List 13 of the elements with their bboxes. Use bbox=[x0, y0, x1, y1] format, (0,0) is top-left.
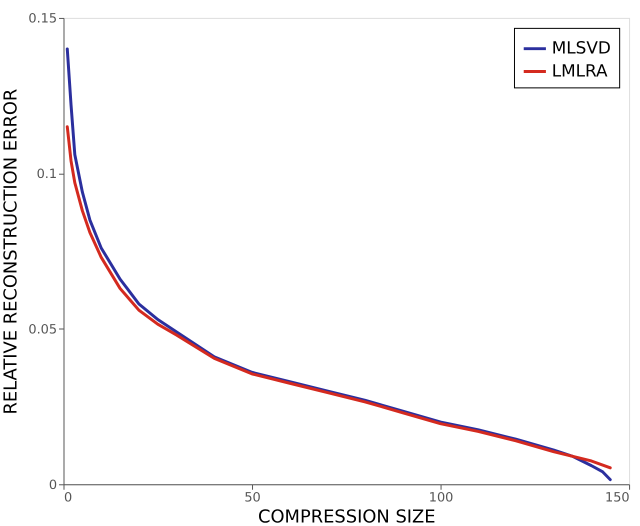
y-tick-label: 0.15 bbox=[28, 11, 58, 26]
x-tick-label: 100 bbox=[428, 490, 454, 506]
y-tick-label: 0.1 bbox=[36, 166, 58, 182]
x-tick-label: 50 bbox=[244, 490, 261, 506]
x-tick-label: 0 bbox=[64, 490, 72, 506]
line-series bbox=[66, 125, 612, 470]
legend-label: MLSVD bbox=[552, 38, 611, 58]
y-axis-title: RELATIVE RECONSTRUCTION ERROR bbox=[0, 88, 22, 415]
x-axis-title: COMPRESSION SIZE bbox=[258, 506, 436, 526]
y-tick-label: 0.05 bbox=[28, 322, 58, 338]
y-tick-label: 0 bbox=[48, 478, 58, 493]
legend-label: LMLRA bbox=[552, 60, 608, 80]
x-tick-label: 150 bbox=[605, 490, 630, 506]
